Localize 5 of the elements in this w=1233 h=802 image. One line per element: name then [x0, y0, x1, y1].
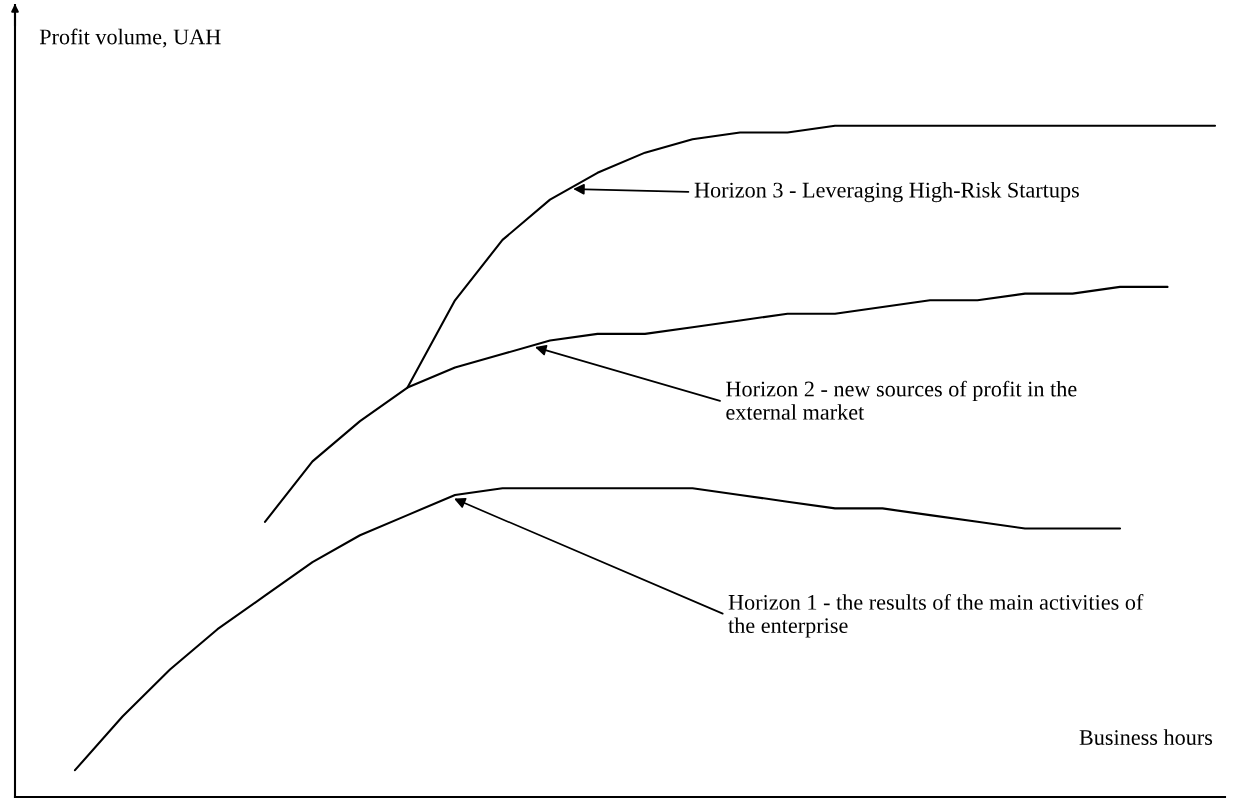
x-axis-title: Business hours: [1079, 729, 1213, 745]
annotation: Horizon 3 - Leveraging High-Risk Startups: [694, 181, 1079, 203]
y-axis-title: Profit volume, UAH: [39, 28, 221, 48]
annotation: Horizon 2 - new sources of profit in the external market: [726, 380, 1077, 420]
annotation: Horizon 1 - the results of the main activities of the enterprise: [728, 593, 1144, 638]
